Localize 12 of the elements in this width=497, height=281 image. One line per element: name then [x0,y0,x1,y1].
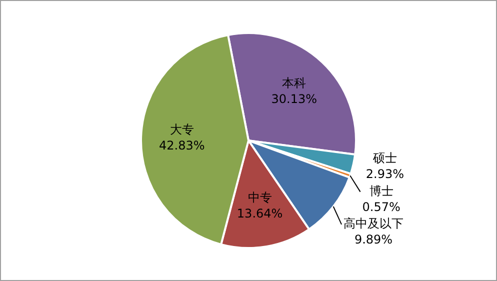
data-label: 13.64% [236,206,283,220]
data-label: 9.89% [354,232,393,247]
slice-label: 硕士 [372,151,397,166]
slice-label: 中专 [248,190,272,204]
slice-label: 博士 [369,184,394,198]
data-label: 0.57% [362,200,400,214]
slice-label: 本科 [282,76,306,90]
slice-label: 大专 [170,122,194,136]
data-label: 42.83% [159,138,205,152]
data-label: 2.93% [366,167,404,182]
data-label: 30.13% [271,92,318,106]
slice-label: 高中及以下 [344,216,404,231]
